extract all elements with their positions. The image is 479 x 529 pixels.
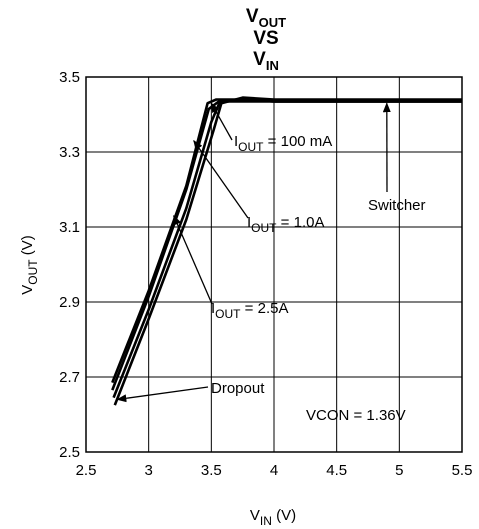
y-tick-label: 3.1 xyxy=(59,219,80,236)
x-tick-label: 5 xyxy=(395,462,403,479)
chart-title-line-3: VIN xyxy=(253,49,279,73)
x-axis-label: VIN (V) xyxy=(250,507,296,528)
x-tick-label: 3.5 xyxy=(201,462,222,479)
annotation-arrow-1 xyxy=(210,102,233,141)
annotation-arrow-5 xyxy=(116,386,209,403)
x-tick-label: 2.5 xyxy=(76,462,97,479)
y-tick-label: 2.5 xyxy=(59,444,80,461)
y-tick-label: 3.5 xyxy=(59,69,80,86)
annotation-iout-100ma: IOUT = 100 mA xyxy=(234,133,332,154)
chart-title-line-2: VS xyxy=(253,28,278,49)
grid xyxy=(85,76,463,453)
annotation-arrows xyxy=(116,102,391,403)
annotation-arrow-3 xyxy=(173,214,213,305)
y-tick-label: 2.7 xyxy=(59,369,80,386)
y-axis-label: VOUT (V) xyxy=(19,235,40,295)
x-tick-label: 4 xyxy=(270,462,278,479)
chart-title-line-1: VOUT xyxy=(246,6,286,30)
tick-labels: 2.5 3 3.5 4 4.5 5 5.5 2.5 2.7 2.9 3.1 3.3 3.5 xyxy=(59,69,472,479)
annotation-iout-2p5a: IOUT = 2.5A xyxy=(211,300,288,321)
x-tick-label: 4.5 xyxy=(326,462,347,479)
annotation-dropout: Dropout xyxy=(211,380,265,397)
y-tick-label: 3.3 xyxy=(59,144,80,161)
y-tick-label: 2.9 xyxy=(59,294,80,311)
annotation-iout-1a: IOUT = 1.0A xyxy=(247,214,324,235)
series-lines xyxy=(111,96,462,406)
series-line-4 xyxy=(113,96,462,406)
annotation-switcher: Switcher xyxy=(368,197,426,214)
annotation-vcon: VCON = 1.36V xyxy=(306,407,406,424)
x-tick-label: 5.5 xyxy=(452,462,473,479)
plot-frame xyxy=(85,76,463,453)
x-tick-label: 3 xyxy=(144,462,152,479)
annotation-arrow-2 xyxy=(193,139,249,219)
